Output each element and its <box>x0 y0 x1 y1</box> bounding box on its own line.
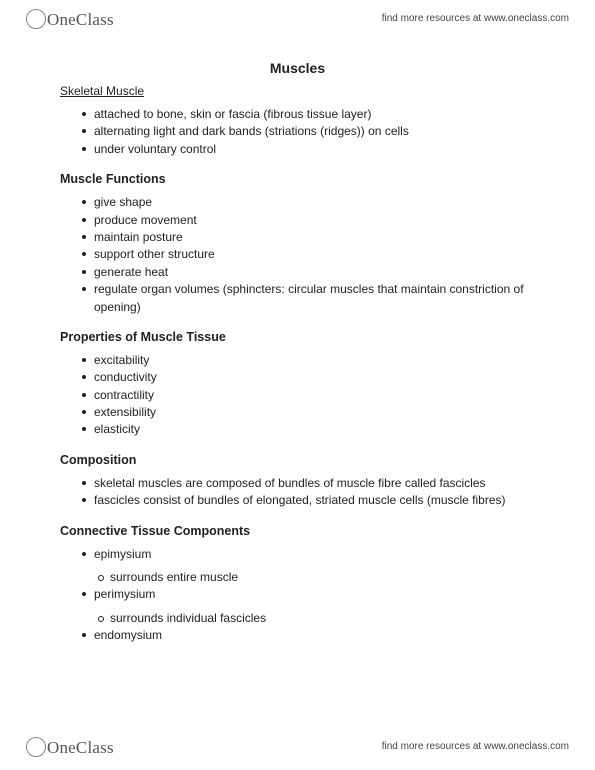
list-skeletal: attached to bone, skin or fascia (fibrou… <box>60 106 535 158</box>
list-functions: give shape produce movement maintain pos… <box>60 194 535 316</box>
list-properties: excitability conductivity contractility … <box>60 352 535 439</box>
brand-logo-icon: O <box>26 9 46 29</box>
brand-name: OneClass <box>47 738 114 758</box>
list-item: extensibility <box>82 404 535 421</box>
list-item: under voluntary control <box>82 141 535 158</box>
brand-logo-icon: O <box>26 737 46 757</box>
list-item: epimysium <box>82 546 535 563</box>
list-subitem: surrounds individual fascicles <box>98 610 535 627</box>
list-item: generate heat <box>82 264 535 281</box>
resources-link-bottom[interactable]: find more resources at www.oneclass.com <box>382 741 569 752</box>
list-item: regulate organ volumes (sphincters: circ… <box>82 281 535 316</box>
list-item: elasticity <box>82 421 535 438</box>
list-item: support other structure <box>82 246 535 263</box>
list-item: produce movement <box>82 212 535 229</box>
list-connective: endomysium <box>60 627 535 644</box>
list-item: perimysium <box>82 586 535 603</box>
list-item: alternating light and dark bands (striat… <box>82 123 535 140</box>
page-header: O OneClass find more resources at www.on… <box>0 0 595 34</box>
list-item: fascicles consist of bundles of elongate… <box>82 492 535 509</box>
resources-link-top[interactable]: find more resources at www.oneclass.com <box>382 13 569 24</box>
brand-name: OneClass <box>47 10 114 30</box>
section-heading-functions: Muscle Functions <box>60 172 535 186</box>
list-connective-sub: surrounds individual fascicles <box>60 610 535 627</box>
brand-logo: O OneClass <box>26 734 114 758</box>
section-heading-connective: Connective Tissue Components <box>60 524 535 538</box>
list-item: contractility <box>82 387 535 404</box>
list-item: endomysium <box>82 627 535 644</box>
document-title: Muscles <box>60 60 535 76</box>
list-connective-sub: surrounds entire muscle <box>60 569 535 586</box>
list-item: skeletal muscles are composed of bundles… <box>82 475 535 492</box>
page-footer: O OneClass find more resources at www.on… <box>0 728 595 762</box>
list-item: conductivity <box>82 369 535 386</box>
list-item: maintain posture <box>82 229 535 246</box>
list-item: attached to bone, skin or fascia (fibrou… <box>82 106 535 123</box>
brand-logo: O OneClass <box>26 6 114 30</box>
list-connective: epimysium <box>60 546 535 563</box>
section-heading-composition: Composition <box>60 453 535 467</box>
list-connective: perimysium <box>60 586 535 603</box>
list-item: excitability <box>82 352 535 369</box>
section-heading-skeletal: Skeletal Muscle <box>60 84 535 98</box>
list-item: give shape <box>82 194 535 211</box>
list-composition: skeletal muscles are composed of bundles… <box>60 475 535 510</box>
document-body: Muscles Skeletal Muscle attached to bone… <box>0 34 595 645</box>
section-heading-properties: Properties of Muscle Tissue <box>60 330 535 344</box>
list-subitem: surrounds entire muscle <box>98 569 535 586</box>
